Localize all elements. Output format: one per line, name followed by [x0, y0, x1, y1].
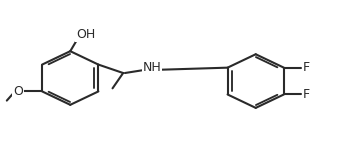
Text: NH: NH — [143, 61, 162, 74]
Text: F: F — [303, 61, 310, 74]
Text: OH: OH — [76, 28, 95, 41]
Text: O: O — [13, 85, 23, 98]
Text: F: F — [303, 88, 310, 101]
